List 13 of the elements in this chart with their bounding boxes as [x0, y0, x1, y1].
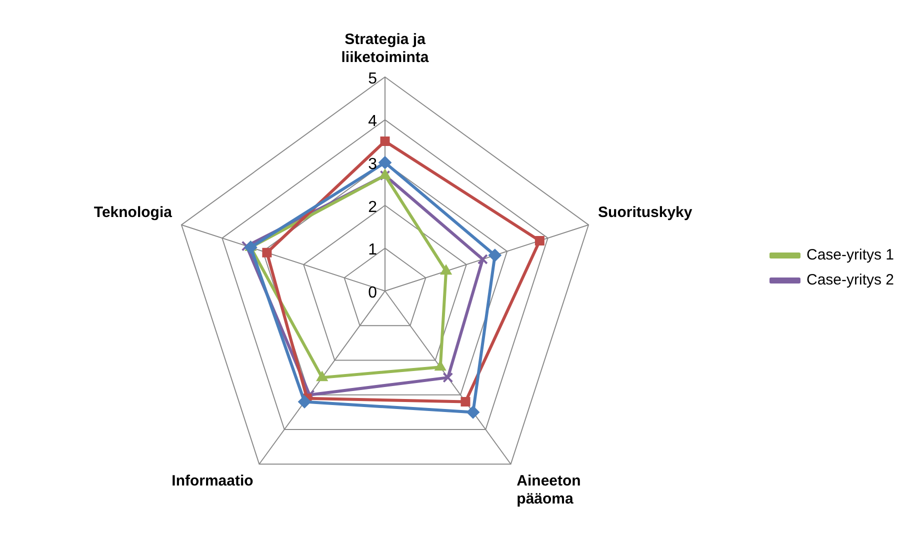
y-tick-label: 5 — [368, 70, 378, 88]
y-tick-label: 3 — [368, 156, 378, 174]
legend-label: Case-yritys 2 — [806, 272, 894, 289]
y-tick-label: 0 — [368, 284, 378, 302]
spoke-label: Informaatio — [172, 472, 254, 490]
spoke-label: Teknologia — [94, 204, 173, 221]
y-tick-label: 4 — [368, 113, 378, 130]
legend-label: Case-yritys 1 — [806, 246, 894, 264]
y-tick-label: 2 — [368, 198, 378, 216]
spoke-label: Strategia ja liiketoiminta — [341, 31, 430, 66]
spoke-label: Suorituskyky — [598, 204, 693, 221]
spoke-label: Aineeton pääoma — [516, 472, 581, 508]
y-tick-label: 1 — [368, 242, 378, 259]
